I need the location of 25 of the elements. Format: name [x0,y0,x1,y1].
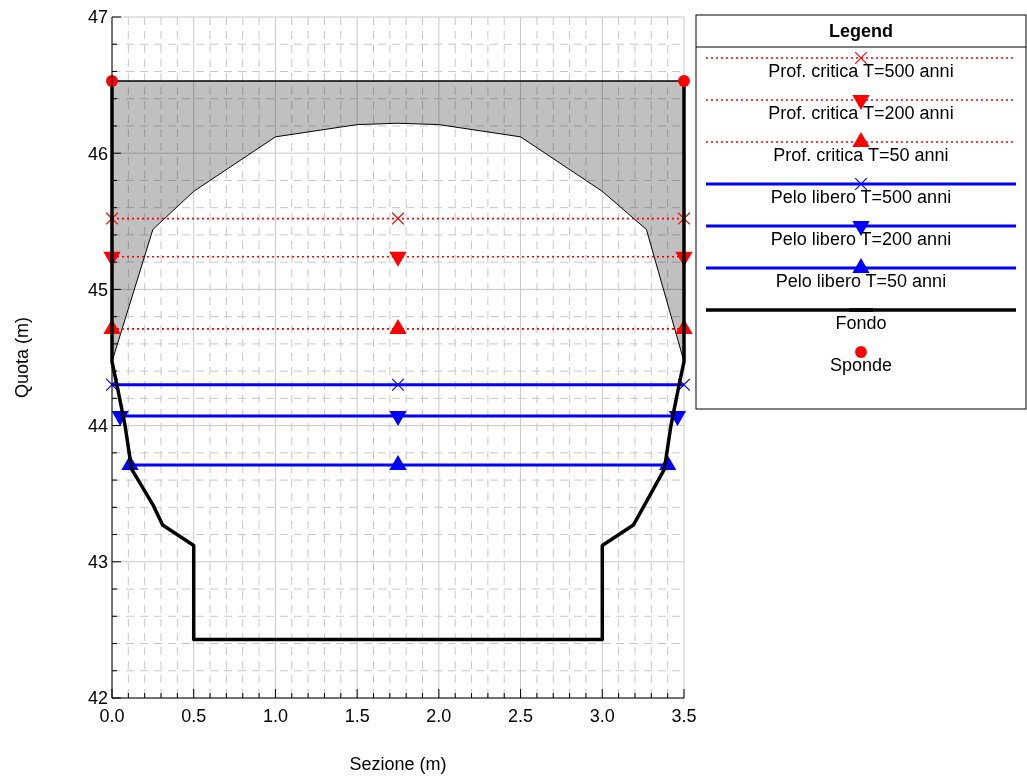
legend-label: Pelo libero T=200 anni [770,229,952,249]
legend-title: Legend [828,21,894,41]
y-axis-title: Quota (m) [12,316,32,399]
y-tick-label: 42 [87,688,108,709]
legend-label: Prof. critica T=200 anni [768,103,954,123]
legend-label: Pelo libero T=500 anni [770,187,952,207]
legend-label: Pelo libero T=50 anni [775,271,947,291]
legend-label: Prof. critica T=50 anni [773,145,949,165]
legend-label: Prof. critica T=500 anni [768,61,954,81]
y-tick-label: 43 [87,552,108,573]
y-tick-label: 46 [87,143,108,164]
x-tick-label: 0.5 [181,706,207,726]
x-tick-label: 1.5 [344,706,370,726]
x-tick-label: 2.5 [508,706,534,726]
legend-label: Sponde [829,355,893,375]
y-tick-label: 45 [87,279,108,300]
x-tick-label: 3.0 [589,706,615,726]
x-tick-label: 0.0 [99,706,125,726]
legend-label: Fondo [835,313,887,333]
y-tick-label: 44 [87,415,108,436]
x-tick-label: 3.5 [671,706,697,726]
x-tick-label: 1.0 [262,706,288,726]
x-tick-label: 2.0 [426,706,452,726]
y-tick-label: 47 [87,7,108,28]
x-axis-title: Sezione (m) [349,754,447,774]
